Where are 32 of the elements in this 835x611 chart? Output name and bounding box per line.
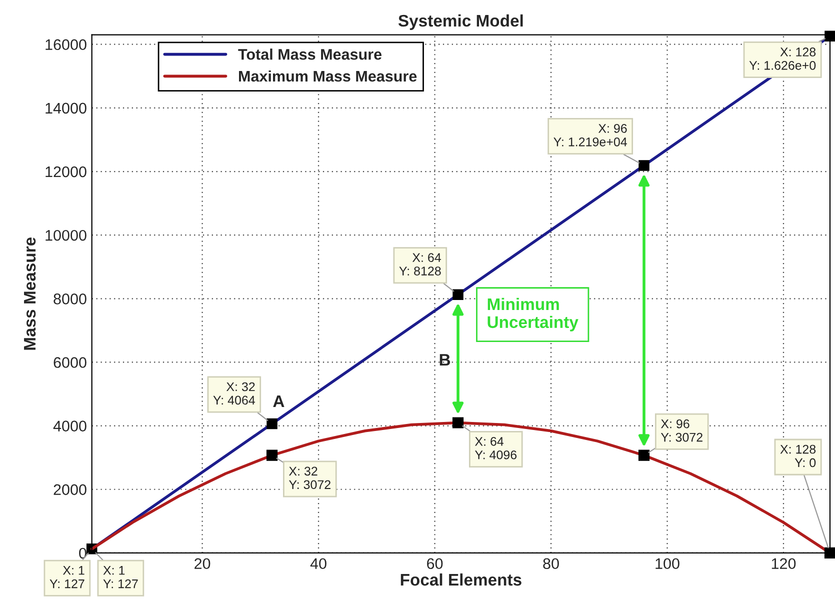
x-tick-label: 100 xyxy=(656,558,680,570)
y-tick-label: 2000 xyxy=(54,484,86,496)
annotation: X: 1 Y: 127 xyxy=(103,566,138,588)
y-tick-label: 14000 xyxy=(46,102,86,114)
x-axis-title: Focal Elements xyxy=(400,573,522,586)
x-tick-label: 120 xyxy=(772,558,796,570)
annotation: X: 1 Y: 127 xyxy=(50,566,84,588)
legend-label: Total Mass Measure xyxy=(238,48,382,60)
annotation: X: 64 Y: 4096 xyxy=(474,436,517,460)
chart-title: Systemic Model xyxy=(398,14,523,30)
y-tick-label: 16000 xyxy=(46,39,86,50)
y-tick-label: 10000 xyxy=(46,230,86,241)
y-axis-title: Mass Measure xyxy=(24,237,36,350)
legend-label: Maximum Mass Measure xyxy=(239,70,417,82)
annotation: X: 128 Y: 0 xyxy=(780,444,816,468)
annotation: B xyxy=(440,354,450,366)
y-tick-label: 6000 xyxy=(54,357,86,368)
annotation: X: 96 Y: 3072 xyxy=(660,419,702,442)
annotation: X: 96 Y: 1.219e+04 xyxy=(554,124,627,146)
annotation: Minimum Uncertainty xyxy=(488,298,578,332)
annotation: X: 128 Y: 1.626e+0 xyxy=(749,48,816,70)
x-tick-label: 80 xyxy=(543,558,559,570)
y-tick-label: 4000 xyxy=(53,420,86,432)
annotation: X: 64 Y: 8128 xyxy=(399,253,441,276)
y-tick-label: 8000 xyxy=(54,294,86,304)
x-tick-label: 20 xyxy=(194,558,210,570)
annotation: X: 32 Y: 3072 xyxy=(288,466,330,490)
annotation: A xyxy=(273,396,284,408)
y-tick-label: 12000 xyxy=(46,166,86,178)
x-tick-label: 60 xyxy=(427,558,443,570)
x-tick-label: 40 xyxy=(310,558,326,570)
annotation: X: 32 Y: 4064 xyxy=(213,382,255,405)
